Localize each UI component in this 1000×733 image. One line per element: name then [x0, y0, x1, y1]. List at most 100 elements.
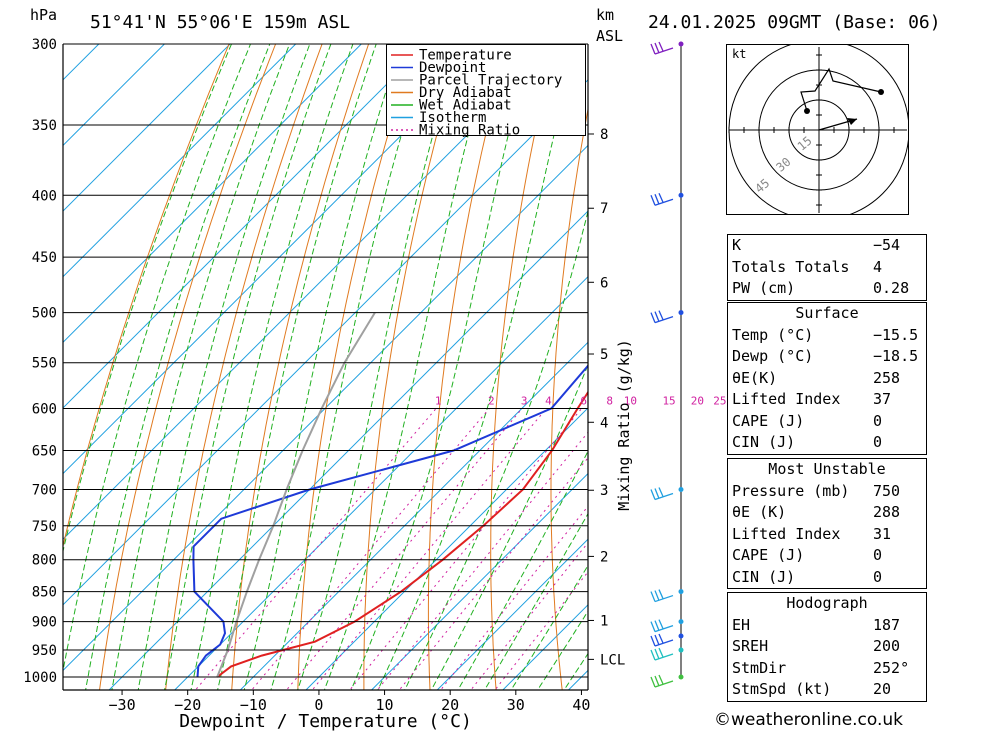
wind-level-dot	[678, 619, 684, 625]
index-row: StmSpd (kt) 20	[728, 679, 926, 701]
indices-most-unstable: Most Unstable Pressure (mb) 750 θE (K) 288 Li…	[727, 458, 927, 589]
index-label: Lifted Index	[732, 390, 841, 408]
dry-adiabat-line	[973, 8, 1000, 703]
wet-adiabat-line	[430, 363, 588, 690]
altitude-tick-label: 7	[600, 201, 608, 217]
legend-label: Isotherm	[419, 110, 486, 126]
index-label: StmDir	[732, 658, 787, 677]
mixing-ratio-label: 10	[624, 394, 637, 407]
wet-adiabat-line	[270, 44, 429, 690]
isotherm-line	[370, 472, 588, 690]
index-label: Lifted Index	[732, 524, 841, 543]
pressure-tick-label: 550	[32, 356, 57, 372]
wind-barb-icon	[650, 589, 674, 603]
wet-adiabat-line	[350, 44, 532, 690]
pressure-unit-label: hPa	[30, 6, 58, 24]
index-value: 4	[873, 257, 883, 276]
dry-adiabat-line	[925, 8, 1000, 703]
wind-barb-icon	[650, 674, 674, 688]
index-row: CIN (J) 0	[728, 567, 926, 589]
wind-barb-icon	[650, 633, 674, 647]
isotherm-line	[63, 44, 428, 409]
altitude-tick-label: 2	[600, 549, 608, 565]
wind-barb-icon	[650, 310, 674, 324]
index-row: Pressure (mb) 750	[728, 481, 926, 503]
mixing-ratio-label: 6	[580, 394, 587, 407]
wind-level-dot	[678, 633, 684, 639]
index-label: EH	[732, 615, 751, 634]
wind-level-dot	[678, 674, 684, 680]
index-label: Dewp (°C)	[732, 347, 814, 365]
index-row: Dewp (°C) −18.5	[728, 346, 926, 368]
index-value: 187	[873, 615, 901, 634]
wind-level-dot	[678, 647, 684, 653]
pressure-tick-label: 1000	[23, 670, 57, 686]
index-label: θE(K)	[732, 368, 778, 387]
mixing-ratio-axis-label: Mixing Ratio (g/kg)	[615, 339, 633, 511]
index-value: 252°	[873, 658, 910, 677]
isotherm-line	[305, 407, 588, 690]
index-label: CIN (J)	[732, 567, 796, 586]
wet-adiabat-line	[243, 44, 402, 690]
wet-adiabat-line	[377, 44, 576, 690]
dry-adiabat-line	[666, 8, 701, 703]
hodograph-unit: kt	[732, 47, 746, 61]
legend-label: Dry Adiabat	[419, 85, 512, 101]
station-location: 51°41'N 55°06'E 159m ASL	[90, 12, 351, 33]
legend-label: Wet Adiabat	[419, 98, 512, 114]
isotherm-line	[63, 44, 166, 147]
index-row: PW (cm) 0.28	[728, 278, 926, 300]
axes	[62, 43, 594, 695]
index-row: θE(K) 258	[728, 368, 926, 390]
index-row: θE (K) 288	[728, 502, 926, 524]
index-label: K	[732, 236, 742, 254]
mixing-ratio-line	[470, 541, 588, 690]
index-value: 31	[873, 524, 892, 543]
index-value: 0	[873, 433, 883, 451]
isotherm-line	[63, 44, 363, 344]
wind-barbs	[650, 41, 684, 688]
isotherm-line	[173, 275, 588, 690]
wet-adiabat-line	[63, 44, 252, 674]
pressure-tick-label: 500	[32, 306, 57, 322]
km-unit-label: km	[596, 6, 615, 24]
pressure-tick-label: 300	[32, 37, 57, 53]
wind-barb-icon	[650, 41, 674, 55]
dry-adiabat-line	[63, 44, 230, 549]
index-label: CAPE (J)	[732, 411, 805, 430]
index-value: 200	[873, 637, 901, 655]
hodograph-end-dot	[878, 89, 884, 95]
index-value: −15.5	[873, 325, 919, 344]
index-label: CAPE (J)	[732, 546, 805, 564]
wind-level-dot	[678, 486, 684, 492]
hodograph-trace	[800, 67, 882, 112]
hodograph-start-dot	[804, 108, 810, 114]
copyright-footer: ©weatheronline.co.uk	[714, 710, 904, 730]
isotherm-line	[239, 341, 588, 690]
wind-level-dot	[678, 41, 684, 47]
temperature-tick-label: −20	[174, 696, 201, 714]
dry-adiabat-line	[231, 44, 370, 690]
mixing-ratio-label: 1	[435, 394, 442, 407]
wet-adiabat-line	[217, 44, 377, 690]
pressure-tick-label: 600	[32, 401, 57, 417]
index-value: 37	[873, 390, 892, 408]
dry-adiabat-line	[297, 44, 416, 690]
temperature-tick-label: 10	[376, 696, 394, 714]
index-row: StmDir 252°	[728, 658, 926, 680]
temperature-tick-label: −10	[240, 696, 267, 714]
mixing-ratio-label: 25	[713, 394, 726, 407]
axis-labels: 1 2 3 4 6 8 10 15 20 2530035040045050055060065070…	[23, 37, 726, 732]
temperature-tick-label: 20	[441, 696, 459, 714]
wind-barb-icon	[650, 192, 674, 206]
mixing-ratio-line	[251, 408, 490, 690]
dry-adiabat-line	[363, 44, 463, 690]
pressure-tick-label: 450	[32, 250, 57, 266]
index-value: 0	[873, 567, 883, 586]
index-value: 0.28	[873, 279, 910, 297]
x-axis-label: Dewpoint / Temperature (°C)	[179, 711, 472, 732]
indices-hodograph: Hodograph EH 187 SREH 200 StmDir 252° StmSpd (k…	[727, 592, 927, 702]
wet-adiabat-line	[137, 44, 311, 690]
altitude-tick-label: 5	[600, 347, 608, 363]
